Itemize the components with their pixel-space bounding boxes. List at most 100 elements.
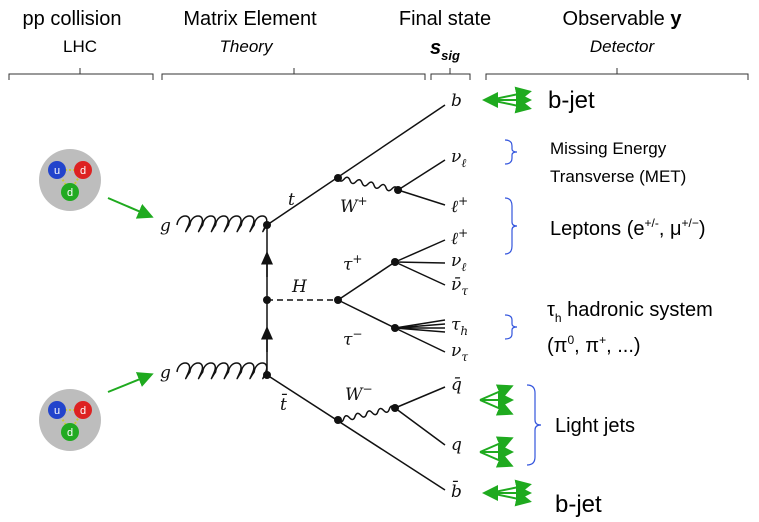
observable: Light jets bbox=[555, 415, 635, 437]
symbol-sub: sig bbox=[441, 48, 460, 63]
sup: +/- bbox=[645, 216, 659, 230]
quark-label: d bbox=[67, 187, 73, 199]
symbol: ℓ bbox=[451, 197, 458, 217]
vertex bbox=[391, 258, 399, 266]
particle: ℓ+ bbox=[451, 226, 468, 249]
arrow bbox=[108, 198, 150, 216]
particle: b̄ bbox=[451, 479, 462, 502]
sup: +/− bbox=[682, 216, 699, 230]
observable: (π0, π+, ...) bbox=[547, 333, 641, 357]
proton-body bbox=[39, 149, 101, 211]
sup: − bbox=[352, 327, 362, 341]
sub: τ bbox=[461, 284, 468, 298]
particle: H bbox=[291, 277, 308, 297]
symbol: ν̄ bbox=[451, 275, 461, 295]
observable: τh hadronic system bbox=[547, 299, 713, 325]
particle: τh bbox=[451, 315, 468, 338]
header-symbol: ssig bbox=[430, 37, 460, 63]
jet-arrow bbox=[490, 92, 528, 100]
symbol: ν bbox=[451, 251, 461, 271]
particle: τ+ bbox=[343, 252, 362, 275]
jet-arrow bbox=[480, 400, 510, 413]
vertex bbox=[263, 221, 271, 229]
vertex bbox=[391, 324, 399, 332]
gluon bbox=[177, 363, 267, 379]
particle: ντ bbox=[451, 341, 468, 364]
vertex bbox=[334, 416, 342, 424]
jet-arrow bbox=[490, 493, 528, 501]
sup: + bbox=[458, 226, 468, 240]
text: , μ bbox=[659, 218, 682, 240]
quark-label: d bbox=[80, 405, 86, 417]
jet-arrow bbox=[480, 387, 510, 400]
feynman-labels: g g t t̄ H W+ W− τ+ τ− b νℓ ℓ+ ℓ+ νℓ ν̄τ… bbox=[160, 91, 468, 502]
particle: W− bbox=[345, 382, 373, 405]
sup: + bbox=[599, 333, 606, 347]
header-title: Matrix Element bbox=[183, 8, 317, 30]
particle: q̄ bbox=[451, 375, 462, 395]
particle: W+ bbox=[340, 194, 368, 217]
sup: + bbox=[458, 194, 468, 208]
observable: b-jet bbox=[548, 87, 595, 114]
diagram: pp collision LHC Matrix Element Theory F… bbox=[0, 0, 759, 522]
particle: ℓ+ bbox=[451, 194, 468, 217]
header-title: Observable y bbox=[563, 8, 683, 30]
symbol: ℓ bbox=[451, 229, 458, 249]
particle: t bbox=[288, 190, 295, 210]
symbol: ν bbox=[451, 341, 461, 361]
vertex bbox=[334, 296, 342, 304]
title: Observable bbox=[563, 8, 671, 30]
symbol: s bbox=[430, 37, 441, 59]
observable: Leptons (e+/-, μ+/−) bbox=[550, 216, 706, 240]
header-subtitle: LHC bbox=[63, 37, 97, 56]
quark-label: d bbox=[80, 165, 86, 177]
vertex bbox=[334, 174, 342, 182]
w-boson bbox=[338, 406, 395, 422]
vertex bbox=[263, 296, 271, 304]
text: Leptons (e bbox=[550, 218, 645, 240]
particle: τ− bbox=[343, 327, 362, 350]
feynman-diagram bbox=[177, 105, 445, 490]
quark-label: u bbox=[54, 405, 60, 417]
particle: νℓ bbox=[451, 251, 466, 274]
header-braces bbox=[9, 68, 748, 80]
text: , ...) bbox=[606, 335, 640, 357]
w-boson bbox=[338, 177, 398, 190]
sub: ℓ bbox=[461, 156, 466, 170]
quark-label: d bbox=[67, 427, 73, 439]
jet-arrow bbox=[480, 439, 510, 452]
header-title: Final state bbox=[399, 8, 491, 30]
quark-label: u bbox=[54, 165, 60, 177]
jet-arrow bbox=[480, 452, 510, 465]
vertex bbox=[394, 186, 402, 194]
header-subtitle: Theory bbox=[220, 37, 274, 56]
particle: g bbox=[160, 216, 171, 236]
braces bbox=[505, 140, 541, 465]
vertex bbox=[263, 371, 271, 379]
sub: τ bbox=[461, 350, 468, 364]
header-subtitle: Detector bbox=[590, 37, 656, 56]
particle: b bbox=[451, 91, 462, 111]
symbol: ν bbox=[451, 147, 461, 167]
jet-arrow bbox=[490, 485, 528, 493]
jet-arrow bbox=[490, 100, 528, 108]
symbol: W bbox=[345, 385, 364, 405]
arrow bbox=[108, 375, 150, 392]
jet-arrows bbox=[480, 92, 528, 501]
observable: Missing Energy bbox=[550, 139, 667, 158]
observable: Transverse (MET) bbox=[550, 167, 686, 186]
sup: + bbox=[352, 252, 362, 266]
particle: ν̄τ bbox=[451, 275, 468, 298]
sub: h bbox=[460, 324, 468, 338]
header-title: pp collision bbox=[23, 8, 122, 30]
text: (π bbox=[547, 335, 567, 357]
particle: g bbox=[160, 363, 171, 383]
gluon bbox=[177, 216, 267, 232]
observables: b-jet Missing Energy Transverse (MET) Le… bbox=[547, 87, 713, 518]
text: ) bbox=[699, 218, 706, 240]
symbol: W bbox=[340, 197, 359, 217]
symbol: τ bbox=[547, 299, 555, 321]
sub: ℓ bbox=[461, 260, 466, 274]
vertex bbox=[391, 404, 399, 412]
